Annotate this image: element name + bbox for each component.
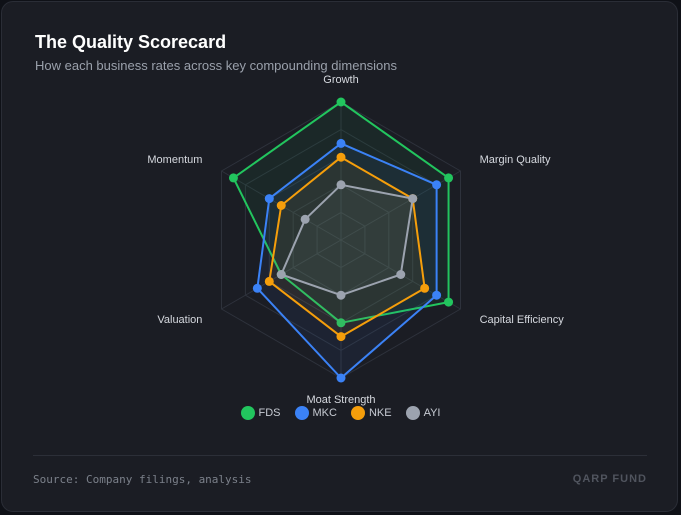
chart-subtitle: How each business rates across key compo… [35, 58, 398, 73]
data-point-nke-6 [276, 201, 286, 210]
legend-swatch [294, 406, 309, 420]
axis-label-6: Momentum [147, 154, 202, 166]
data-point-mkc-1 [336, 138, 346, 148]
legend-swatch [240, 406, 255, 420]
data-point-fds-2 [444, 173, 454, 183]
source-note: Source: Company filings, analysis [33, 473, 252, 486]
legend-item-nke[interactable]: NKE [350, 406, 392, 420]
brand-mark: QARP FUND [572, 473, 647, 485]
axis-label-1: Growth [323, 74, 358, 86]
legend-item-ayi[interactable]: AYI [405, 406, 441, 420]
data-point-mkc-3 [432, 290, 442, 300]
data-point-ayi-2 [408, 194, 418, 204]
data-point-nke-5 [264, 276, 274, 286]
axis-label-5: Valuation [157, 314, 202, 326]
chart-title: The Quality Scorecard [35, 32, 227, 52]
data-point-fds-6 [228, 173, 238, 183]
data-point-fds-1 [336, 97, 346, 107]
legend-swatch [350, 406, 365, 420]
legend-label: AYI [423, 407, 441, 419]
data-point-ayi-4 [336, 290, 346, 300]
data-point-ayi-3 [396, 270, 406, 279]
grid-spoke-2 [340, 170, 461, 241]
data-point-ayi-6 [300, 214, 310, 224]
data-point-nke-3 [420, 283, 430, 293]
data-point-ayi-5 [276, 270, 286, 279]
axis-label-2: Margin Quality [480, 154, 551, 166]
data-point-ayi-1 [336, 180, 346, 190]
data-point-fds-4 [336, 318, 346, 328]
data-point-fds-3 [444, 297, 454, 307]
legend-item-mkc[interactable]: MKC [294, 406, 337, 420]
legend-label: MKC [312, 407, 337, 419]
data-point-mkc-5 [252, 283, 262, 293]
data-point-mkc-6 [264, 194, 274, 204]
axis-label-4: Moat Strength [306, 394, 375, 406]
data-point-mkc-4 [336, 373, 346, 383]
axis-label-3: Capital Efficiency [480, 314, 565, 326]
legend-label: FDS [258, 407, 281, 419]
chart-legend: FDS MKC NKE AYI [0, 406, 681, 420]
legend-swatch [405, 406, 420, 420]
data-point-mkc-2 [432, 180, 442, 190]
legend-label: NKE [368, 407, 392, 419]
data-point-nke-1 [336, 152, 346, 162]
legend-item-fds[interactable]: FDS [240, 406, 281, 420]
data-point-nke-4 [336, 332, 346, 342]
footer-divider [33, 455, 647, 456]
